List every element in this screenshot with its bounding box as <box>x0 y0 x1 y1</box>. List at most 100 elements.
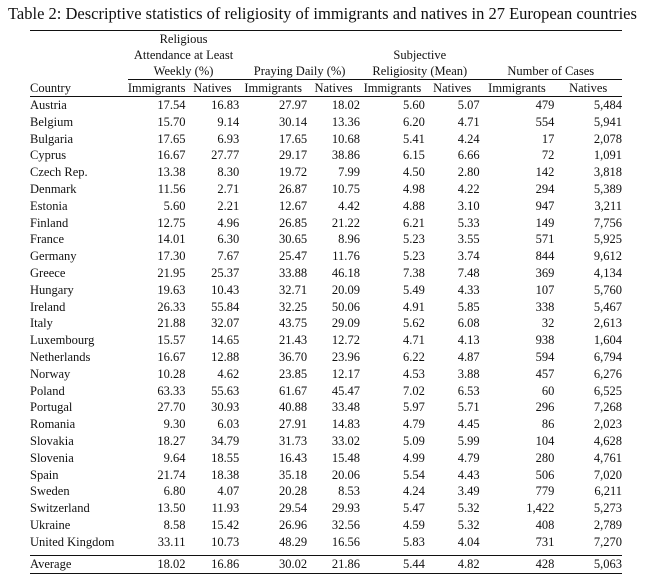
value-cell: 9,612 <box>593 249 622 264</box>
value-cell: 9.14 <box>217 114 240 129</box>
value-cell: 3,818 <box>593 165 622 180</box>
value-cell: 4.45 <box>457 417 480 432</box>
value-cell: 10.43 <box>211 282 240 297</box>
average-value-cell: 21.86 <box>331 556 360 571</box>
country-cell: Italy <box>30 316 53 331</box>
value-cell: 369 <box>535 265 555 280</box>
value-cell: 10.73 <box>211 534 240 549</box>
value-cell: 5,925 <box>593 232 622 247</box>
value-cell: 23.96 <box>331 349 360 364</box>
value-cell: 27.70 <box>157 400 186 415</box>
value-cell: 7.38 <box>402 265 425 280</box>
average-label: Average <box>30 556 72 571</box>
value-cell: 27.97 <box>279 98 308 112</box>
value-cell: 938 <box>535 333 555 348</box>
value-cell: 4.22 <box>457 181 480 196</box>
value-cell: 8.58 <box>163 517 186 532</box>
value-cell: 33.11 <box>157 534 186 549</box>
country-cell: Portugal <box>30 400 73 415</box>
table-row: Norway 10.28 4.62 23.85 12.17 4.53 3.88 457 6,27… <box>30 366 622 383</box>
value-cell: 29.93 <box>331 501 360 516</box>
sub-column-header: Immigrants <box>127 81 186 95</box>
value-cell: 9.30 <box>163 417 186 432</box>
value-cell: 10.68 <box>331 131 360 146</box>
table-row: Ukraine 8.58 15.42 26.96 32.56 4.59 5.32 408 2,7… <box>30 517 622 534</box>
sub-column-header: Immigrants <box>363 81 422 95</box>
table-row: Sweden 6.80 4.07 20.28 8.53 4.24 3.49 779 6,211 <box>30 483 622 500</box>
value-cell: 15.42 <box>211 517 240 532</box>
value-cell: 4.88 <box>402 198 425 213</box>
value-cell: 20.28 <box>279 484 308 499</box>
value-cell: 2,613 <box>593 316 622 331</box>
value-cell: 1,091 <box>593 148 622 163</box>
average-value-cell: 5.44 <box>402 556 425 571</box>
value-cell: 3.10 <box>457 198 480 213</box>
value-cell: 2.80 <box>457 165 480 180</box>
value-cell: 4.50 <box>402 165 425 180</box>
value-cell: 27.91 <box>279 417 308 432</box>
value-cell: 408 <box>535 517 555 532</box>
table-row: Belgium 15.70 9.14 30.14 13.36 6.20 4.71 554 5,9… <box>30 114 622 131</box>
country-cell: Hungary <box>30 282 74 297</box>
value-cell: 12.75 <box>157 215 186 230</box>
value-cell: 4.33 <box>457 282 480 297</box>
value-cell: 6,794 <box>593 349 622 364</box>
value-cell: 86 <box>541 417 555 432</box>
value-cell: 594 <box>535 349 555 364</box>
value-cell: 5.83 <box>402 534 425 549</box>
value-cell: 46.18 <box>331 265 360 280</box>
value-cell: 21.22 <box>331 215 360 230</box>
table-row: Czech Rep. 13.38 8.30 19.72 7.99 4.50 2.80 142 3… <box>30 164 622 181</box>
value-cell: 7.99 <box>338 165 360 180</box>
value-cell: 19.63 <box>157 282 186 297</box>
value-cell: 18.38 <box>211 467 240 482</box>
average-value-cell: 30.02 <box>279 556 308 571</box>
average-value-cell: 16.86 <box>211 556 240 571</box>
value-cell: 4.79 <box>457 450 480 465</box>
value-cell: 554 <box>535 114 555 129</box>
value-cell: 4.43 <box>457 467 480 482</box>
value-cell: 29.54 <box>279 501 308 516</box>
group-header-line: Religiosity (Mean) <box>359 63 480 80</box>
table-row: Estonia 5.60 2.21 12.67 4.42 4.88 3.10 947 3,211 <box>30 198 622 215</box>
value-cell: 7,270 <box>593 534 622 549</box>
header-group-row: Weekly (%) Praying Daily (%) Religiosity (… <box>30 63 622 80</box>
table-row: Italy 21.88 32.07 43.75 29.09 5.62 6.08 32 2,613 <box>30 315 622 332</box>
table-body: Austria 17.54 16.83 27.97 18.02 5.60 5.07 479 5,… <box>30 97 622 574</box>
value-cell: 6.08 <box>457 316 480 331</box>
descriptive-statistics-table: Religious Attendance at Least Subjective We… <box>30 30 622 574</box>
country-cell: Denmark <box>30 181 77 196</box>
table-row: Finland 12.75 4.96 26.85 21.22 6.21 5.33 149 7,7… <box>30 215 622 232</box>
average-separator <box>30 551 622 556</box>
country-cell: Ukraine <box>30 517 71 532</box>
group-header-line <box>480 47 622 63</box>
value-cell: 5,760 <box>593 282 622 297</box>
value-cell: 14.01 <box>157 232 186 247</box>
value-cell: 12.88 <box>211 349 240 364</box>
value-cell: 571 <box>535 232 555 247</box>
value-cell: 72 <box>541 148 555 163</box>
table-row: Spain 21.74 18.38 35.18 20.06 5.54 4.43 506 7,02… <box>30 467 622 484</box>
value-cell: 6.93 <box>217 131 240 146</box>
sub-column-header: Immigrants <box>244 81 303 95</box>
value-cell: 2,789 <box>593 517 622 532</box>
value-cell: 25.37 <box>211 265 240 280</box>
value-cell: 6.66 <box>457 148 480 163</box>
table-row: Bulgaria 17.65 6.93 17.65 10.68 5.41 4.24 17 2,0… <box>30 131 622 148</box>
value-cell: 15.70 <box>157 114 186 129</box>
value-cell: 5.99 <box>457 433 480 448</box>
header-spacer <box>30 31 128 48</box>
value-cell: 6.21 <box>402 215 425 230</box>
country-cell: Finland <box>30 215 69 230</box>
value-cell: 17.54 <box>157 98 186 112</box>
value-cell: 4.71 <box>402 333 425 348</box>
value-cell: 5.54 <box>402 467 425 482</box>
value-cell: 5.49 <box>402 282 425 297</box>
value-cell: 1,604 <box>593 333 622 348</box>
sub-column-header: Natives <box>314 81 353 95</box>
value-cell: 20.09 <box>331 282 360 297</box>
value-cell: 5.85 <box>457 299 480 314</box>
value-cell: 4,628 <box>593 433 622 448</box>
value-cell: 6.03 <box>217 417 240 432</box>
